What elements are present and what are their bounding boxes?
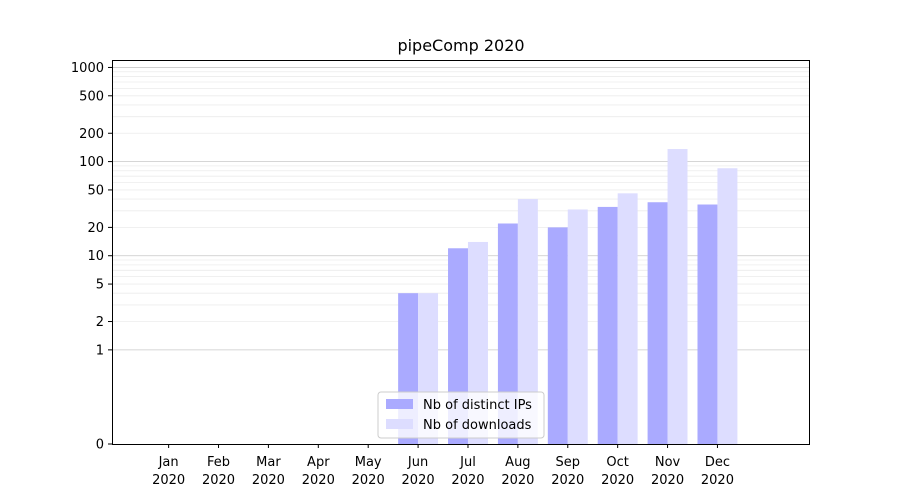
plot-frame — [112, 60, 810, 445]
y-tick-label: 0 — [96, 438, 104, 453]
y-tick-label: 5 — [96, 278, 104, 293]
x-tick-label: 2020 — [551, 473, 584, 488]
x-tick-label: 2020 — [451, 473, 484, 488]
legend-label: Nb of distinct IPs — [423, 398, 532, 413]
x-tick-label: Sep — [556, 455, 581, 470]
x-tick-label: 2020 — [601, 473, 634, 488]
x-tick-label: Mar — [256, 455, 281, 470]
x-tick-label: Jun — [407, 455, 428, 470]
x-tick-label: Oct — [606, 455, 628, 470]
x-tick-label: 2020 — [152, 473, 185, 488]
x-tick-label: May — [355, 455, 382, 470]
x-tick-label: Jan — [158, 455, 179, 470]
x-tick-label: 2020 — [302, 473, 335, 488]
legend-label: Nb of downloads — [423, 418, 532, 433]
legend-swatch — [386, 399, 413, 409]
x-tick-label: 2020 — [352, 473, 385, 488]
y-tick-label: 20 — [87, 221, 104, 236]
x-tick-label: Dec — [705, 455, 730, 470]
y-tick-label: 1 — [96, 343, 104, 358]
bar — [597, 206, 618, 444]
bar — [617, 193, 638, 444]
y-tick-label: 2 — [96, 315, 104, 330]
x-tick-label: Apr — [307, 455, 330, 470]
y-tick-label: 10 — [87, 249, 104, 264]
grid-layer — [112, 67, 809, 351]
x-tick-label: 2020 — [501, 473, 534, 488]
bar — [547, 227, 568, 444]
x-axis: Jan 2020 Feb 2020 Mar 2020 Apr 2020 May 2020 Jun 20… — [152, 444, 734, 488]
y-tick-label: 500 — [79, 89, 104, 104]
x-tick-label: 2020 — [252, 473, 285, 488]
bar — [717, 168, 738, 444]
x-tick-label: Feb — [207, 455, 230, 470]
bar — [517, 199, 538, 444]
bar — [667, 149, 688, 444]
y-tick-label: 100 — [79, 155, 104, 170]
chart-title: pipeComp 2020 — [397, 36, 524, 55]
legend-swatch — [386, 419, 413, 429]
x-tick-label: 2020 — [651, 473, 684, 488]
bar — [497, 223, 518, 444]
legend: Nb of distinct IPs Nb of downloads — [377, 391, 545, 439]
x-tick-label: Nov — [655, 455, 681, 470]
bar — [647, 202, 668, 444]
legend-box — [377, 391, 545, 439]
y-tick-label: 1000 — [71, 61, 104, 76]
bar — [697, 204, 718, 444]
y-tick-label: 50 — [87, 183, 104, 198]
x-tick-label: 2020 — [701, 473, 734, 488]
x-tick-label: Jul — [459, 455, 476, 470]
x-tick-label: Aug — [505, 455, 530, 470]
y-axis: 0 1 2 5 10 20 50 100 200 500 1000 — [71, 61, 112, 453]
y-tick-label: 200 — [79, 127, 104, 142]
bar — [567, 209, 588, 444]
x-tick-label: 2020 — [202, 473, 235, 488]
bars-layer — [398, 149, 738, 444]
x-tick-label: 2020 — [402, 473, 435, 488]
